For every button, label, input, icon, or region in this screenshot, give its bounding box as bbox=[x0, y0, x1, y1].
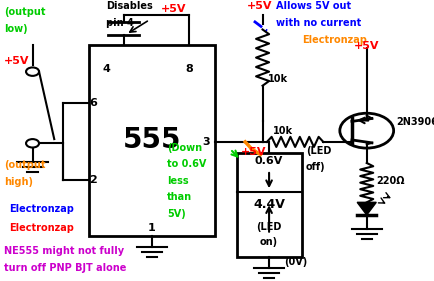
Text: (LED: (LED bbox=[256, 222, 282, 232]
Text: (Down: (Down bbox=[167, 143, 202, 153]
Text: Electronzap: Electronzap bbox=[9, 204, 73, 214]
Text: low): low) bbox=[4, 24, 28, 34]
Text: +5V: +5V bbox=[4, 56, 30, 66]
Text: (LED: (LED bbox=[306, 146, 331, 156]
Text: 0.6V: 0.6V bbox=[255, 156, 283, 166]
Text: +5V: +5V bbox=[354, 41, 379, 51]
Text: 220Ω: 220Ω bbox=[377, 176, 405, 186]
Text: +5V: +5V bbox=[241, 147, 266, 157]
Text: pin 4: pin 4 bbox=[106, 18, 134, 28]
Text: 2: 2 bbox=[89, 175, 97, 185]
Text: to 0.6V: to 0.6V bbox=[167, 159, 207, 169]
Text: than: than bbox=[167, 192, 192, 203]
Text: 3: 3 bbox=[202, 137, 210, 147]
Text: with no current: with no current bbox=[276, 18, 361, 28]
Text: 10k: 10k bbox=[273, 126, 293, 136]
Text: (output: (output bbox=[4, 7, 46, 17]
Bar bbox=[237, 153, 302, 257]
Text: 10k: 10k bbox=[268, 74, 288, 84]
Text: +5V: +5V bbox=[161, 4, 186, 14]
Polygon shape bbox=[357, 202, 376, 215]
Text: 5V): 5V) bbox=[167, 209, 186, 219]
Text: 4: 4 bbox=[102, 64, 110, 74]
Text: Electronzap: Electronzap bbox=[302, 35, 366, 45]
Text: 6: 6 bbox=[89, 98, 97, 108]
Text: (output: (output bbox=[4, 160, 46, 170]
Text: high): high) bbox=[4, 177, 33, 187]
Text: less: less bbox=[167, 176, 189, 186]
Text: 1: 1 bbox=[148, 223, 156, 233]
Text: (0V): (0V) bbox=[284, 257, 308, 267]
Text: NE555 might not fully: NE555 might not fully bbox=[4, 246, 125, 256]
Text: on): on) bbox=[260, 237, 278, 248]
Text: Disables: Disables bbox=[106, 1, 153, 12]
Text: turn off PNP BJT alone: turn off PNP BJT alone bbox=[4, 263, 127, 273]
Text: 555: 555 bbox=[123, 126, 181, 155]
Text: Electronzap: Electronzap bbox=[9, 223, 73, 234]
Text: +5V: +5V bbox=[247, 1, 272, 12]
Text: 8: 8 bbox=[185, 64, 193, 74]
Text: off): off) bbox=[306, 162, 326, 172]
Text: 4.4V: 4.4V bbox=[253, 198, 285, 211]
Bar bbox=[89, 45, 215, 236]
Text: 2N3906: 2N3906 bbox=[396, 117, 434, 127]
Text: Allows 5V out: Allows 5V out bbox=[276, 1, 351, 12]
